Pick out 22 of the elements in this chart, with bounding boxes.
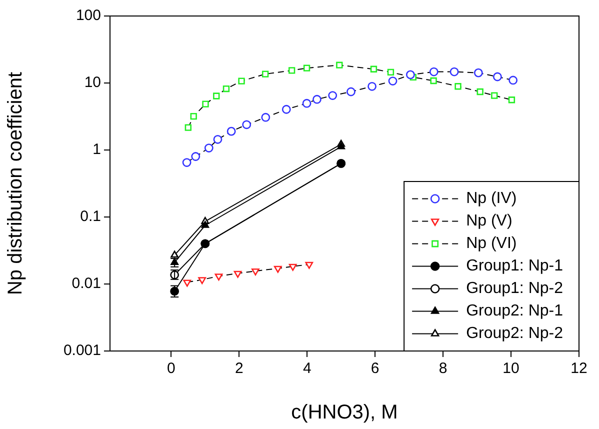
- x-axis-title: c(HNO3), M: [291, 402, 398, 424]
- legend-label: Group1: Np-2: [466, 280, 564, 298]
- x-tick-label: 6: [370, 360, 380, 378]
- y-tick-label: 0.1: [80, 208, 101, 226]
- y-tick-label: 1: [92, 141, 101, 158]
- legend-label: Np (VI): [466, 235, 517, 252]
- y-tick-label: 100: [76, 7, 101, 24]
- y-tick-label: 0.01: [72, 275, 101, 292]
- legend-label: Group2: Np-2: [466, 325, 564, 342]
- legend-label: Np (IV): [466, 190, 517, 208]
- x-tick-label: 10: [502, 360, 520, 378]
- x-tick-label: 0: [167, 360, 176, 378]
- x-tick-label: 4: [302, 360, 312, 378]
- x-tick-label: 8: [438, 360, 448, 378]
- x-tick-label: 2: [234, 360, 244, 378]
- y-axis-title: Np distribution coefficient: [4, 72, 27, 296]
- legend-label: Np (V): [466, 212, 512, 230]
- x-tick-label: 12: [570, 360, 588, 378]
- legend-label: Group1: Np-1: [466, 258, 564, 275]
- y-tick-label: 10: [84, 74, 101, 92]
- legend-label: Group2: Np-1: [466, 302, 564, 320]
- y-tick-label: 0.001: [63, 342, 101, 360]
